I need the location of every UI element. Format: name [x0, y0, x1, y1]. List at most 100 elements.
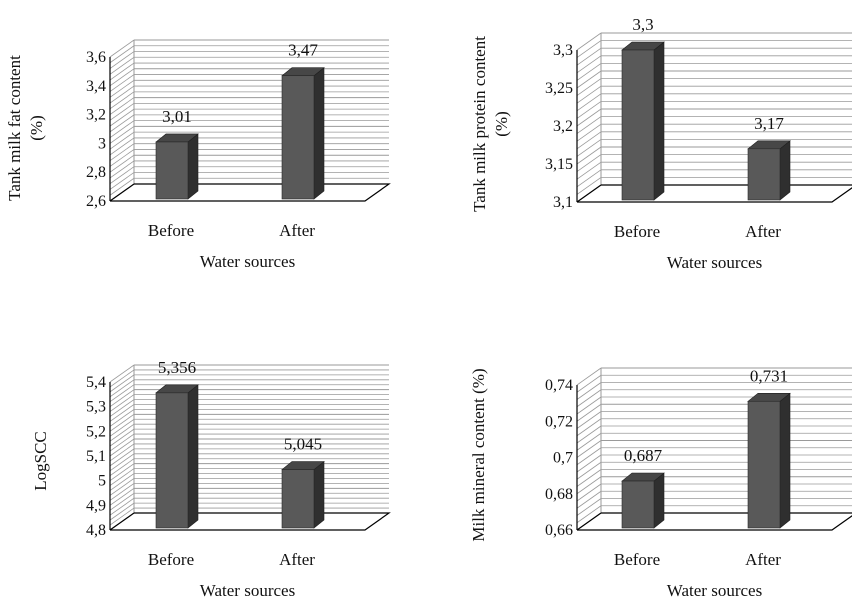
- gridline: [576, 131, 602, 150]
- floor-outline: [110, 183, 391, 202]
- gridline: [109, 108, 135, 127]
- gridline: [109, 483, 135, 501]
- gridline: [576, 476, 602, 495]
- x-axis-title: Water sources: [667, 581, 762, 600]
- y-axis-title: Milk mineral content (%): [469, 368, 488, 541]
- gridline: [109, 448, 135, 467]
- y-tick-label: 3: [98, 135, 106, 152]
- bar-side: [313, 460, 325, 529]
- gridline: [109, 409, 135, 427]
- gridline: [576, 483, 602, 502]
- chart-panel-1: 2,6 2,8 3 3,2 3,4 3,6 3,01 Before 3,47 After Water…: [5, 39, 391, 271]
- y-axis-title-line: Milk mineral content (%): [469, 368, 488, 541]
- gridline: [576, 139, 602, 157]
- gridline: [109, 497, 135, 516]
- gridline: [109, 423, 135, 442]
- gridline: [109, 120, 135, 138]
- y-axis-title-line: Tank milk fat content: [5, 55, 24, 201]
- category-label: After: [279, 550, 315, 569]
- x-axis-title: Water sources: [667, 253, 762, 272]
- gridline: [109, 172, 135, 190]
- gridline: [109, 488, 135, 506]
- gridline: [576, 396, 602, 415]
- gridline: [576, 40, 602, 58]
- gridline: [576, 55, 602, 74]
- gridline: [109, 126, 135, 144]
- data-label: 0,731: [750, 366, 788, 385]
- bar-side: [779, 140, 791, 201]
- chart-panel-4: 0,66 0,68 0,7 0,72 0,74 0,687 Before 0,731 After…: [469, 366, 852, 600]
- floor-side-edge: [109, 183, 135, 202]
- gridline: [576, 418, 602, 437]
- y-tick-label: 0,74: [545, 377, 573, 394]
- y-tick-label: 3,6: [86, 49, 106, 66]
- gridline: [109, 507, 135, 526]
- gridline: [109, 154, 135, 173]
- x-axis-title: Water sources: [200, 252, 295, 271]
- gridline: [576, 116, 602, 134]
- gridline: [109, 453, 135, 472]
- y-tick-label: 3,4: [86, 78, 106, 95]
- bar: [155, 141, 189, 200]
- bar: [747, 401, 781, 529]
- gridline: [109, 131, 135, 150]
- gridline: [109, 473, 135, 491]
- floor-outline: [577, 512, 852, 531]
- y-tick-label: 0,72: [545, 413, 573, 430]
- category-label: After: [745, 550, 781, 569]
- bar-side: [653, 41, 665, 201]
- floor-side-edge: [576, 184, 602, 203]
- gridline: [109, 45, 135, 64]
- gridline: [576, 490, 602, 509]
- y-tick-label: 5,4: [86, 374, 106, 391]
- gridline: [109, 478, 135, 496]
- gridline: [109, 414, 135, 432]
- y-tick-label: 3,2: [86, 107, 106, 124]
- gridline: [576, 93, 602, 112]
- gridline: [109, 428, 135, 447]
- gridline: [576, 403, 602, 422]
- bar: [747, 148, 781, 201]
- y-axis-title-line: (%): [492, 111, 511, 136]
- gridline: [576, 425, 602, 444]
- gridline: [109, 74, 135, 92]
- gridline: [109, 56, 135, 75]
- gridline: [109, 137, 135, 156]
- gridline: [109, 39, 135, 58]
- category-label: After: [279, 221, 315, 240]
- gridline: [109, 166, 135, 185]
- data-label: 3,47: [288, 41, 318, 60]
- gridline: [109, 51, 135, 69]
- gridline: [576, 374, 602, 393]
- y-axis-title-line: LogSCC: [31, 431, 50, 491]
- gridline: [109, 458, 135, 477]
- category-label: Before: [614, 222, 660, 241]
- gridline: [109, 468, 135, 486]
- gridline: [576, 78, 602, 96]
- gridline: [576, 101, 602, 119]
- data-label: 3,3: [632, 15, 653, 34]
- data-label: 0,687: [624, 446, 663, 465]
- bar: [155, 392, 189, 529]
- x-axis-title: Water sources: [200, 581, 295, 600]
- bar: [281, 75, 315, 200]
- gridline: [109, 443, 135, 462]
- chart-panel-3: 4,8 4,9 5 5,1 5,2 5,3 5,4 5,356 Before 5,045 After…: [31, 358, 391, 600]
- gridline: [109, 399, 135, 417]
- y-tick-label: 5,2: [86, 423, 106, 440]
- gridline: [576, 505, 602, 524]
- bar: [621, 480, 655, 529]
- data-label: 5,356: [158, 358, 196, 377]
- data-label: 5,045: [284, 435, 322, 454]
- gridline: [576, 47, 602, 66]
- gridline: [109, 149, 135, 167]
- gridline: [109, 463, 135, 481]
- gridline: [109, 369, 135, 388]
- floor-outline: [110, 512, 391, 531]
- category-label: Before: [148, 550, 194, 569]
- y-tick-label: 0,7: [553, 450, 573, 467]
- bar-side: [187, 133, 199, 200]
- y-axis-title: Tank milk fat content (%): [5, 55, 46, 201]
- bar-side: [779, 392, 791, 529]
